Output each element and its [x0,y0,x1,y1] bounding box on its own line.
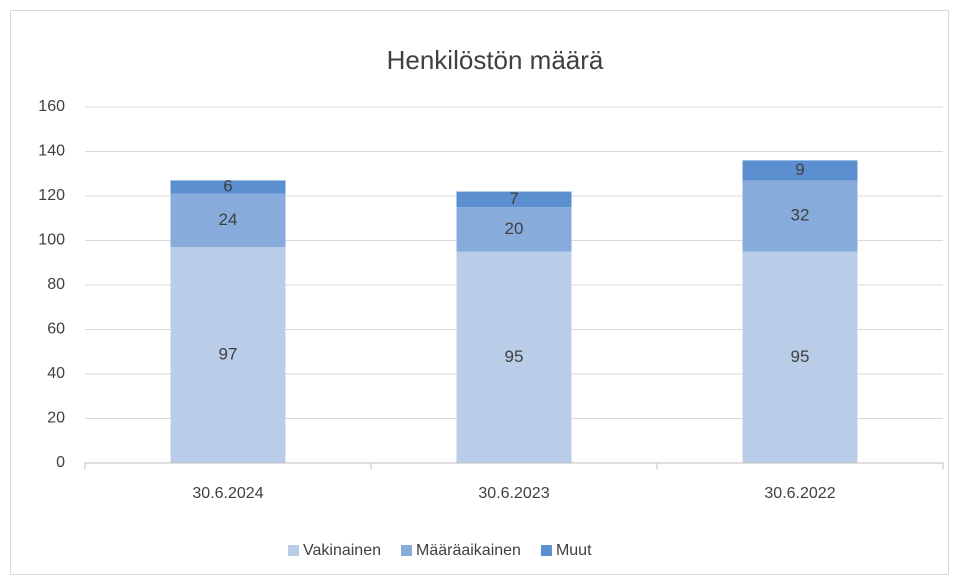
legend-swatch [540,545,552,556]
data-label: 97 [219,345,238,364]
legend-label: Muut [556,542,592,559]
bar-segment [742,251,858,463]
x-tick-label: 30.6.2024 [192,485,263,502]
bar-segment [742,160,858,181]
y-tick-label: 120 [38,187,65,204]
legend-swatch [400,545,412,556]
data-label: 9 [795,160,804,179]
data-label: 20 [505,219,524,238]
x-tick-label: 30.6.2022 [764,485,835,502]
y-tick-label: 100 [38,232,65,249]
y-tick-label: 60 [47,321,65,338]
bar-segment [170,247,286,463]
bar-segment [456,191,572,208]
y-tick-label: 40 [47,365,65,382]
legend-label: Vakinainen [303,542,381,559]
legend-swatch [288,545,299,556]
bar-segment [742,180,858,252]
data-label: 95 [791,347,810,366]
data-label: 24 [219,210,238,229]
x-tick-label: 30.6.2023 [478,485,549,502]
legend-label: Määräaikainen [416,542,521,559]
data-label: 7 [509,189,518,208]
bar-segment [170,193,286,248]
data-label: 95 [505,347,524,366]
data-label: 32 [791,206,810,225]
data-label: 6 [223,177,232,196]
y-tick-label: 160 [38,98,65,115]
chart-title: Henkilöstön määrä [387,45,604,75]
y-tick-label: 140 [38,143,65,160]
y-tick-label: 0 [56,454,65,471]
y-tick-label: 80 [47,276,65,293]
bar-segment [456,207,572,252]
bar-segment [456,251,572,463]
bar-segment [170,180,286,194]
y-tick-label: 20 [47,410,65,427]
